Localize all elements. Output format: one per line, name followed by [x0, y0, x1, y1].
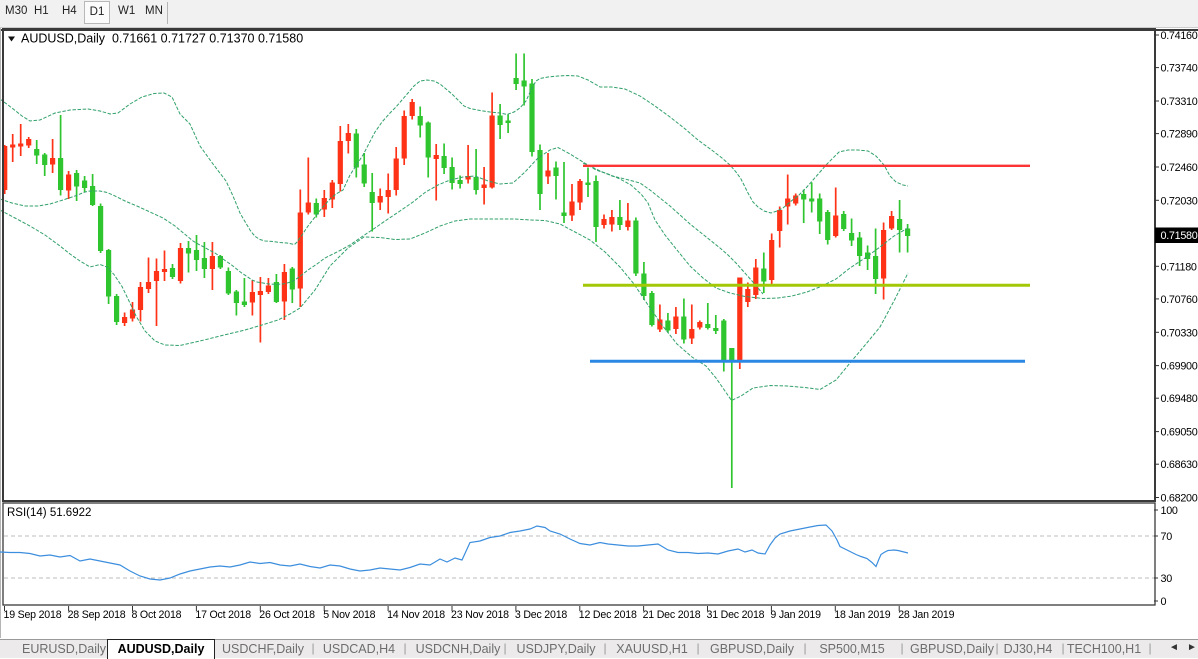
svg-text:0.71580: 0.71580	[1161, 230, 1198, 242]
svg-text:0: 0	[1161, 596, 1167, 608]
svg-text:12 Dec 2018: 12 Dec 2018	[579, 609, 637, 621]
svg-text:70: 70	[1161, 531, 1173, 543]
svg-text:5 Nov 2018: 5 Nov 2018	[323, 609, 375, 621]
svg-text:0.69050: 0.69050	[1161, 427, 1198, 439]
svg-text:28 Jan 2019: 28 Jan 2019	[898, 609, 954, 621]
svg-text:0.72890: 0.72890	[1161, 129, 1198, 141]
svg-text:AUDUSD,Daily 0.71661 0.71727: AUDUSD,Daily 0.71661 0.71727 0.71370 0.7…	[21, 32, 303, 46]
svg-text:0.70760: 0.70760	[1161, 294, 1198, 306]
svg-text:0.68200: 0.68200	[1161, 493, 1198, 505]
svg-text:0.69480: 0.69480	[1161, 393, 1198, 405]
svg-text:RSI(14) 51.6922: RSI(14) 51.6922	[7, 507, 91, 519]
svg-text:0.73740: 0.73740	[1161, 63, 1198, 75]
svg-text:31 Dec 2018: 31 Dec 2018	[707, 609, 765, 621]
svg-text:0.74160: 0.74160	[1161, 30, 1198, 42]
svg-text:3 Dec 2018: 3 Dec 2018	[515, 609, 567, 621]
svg-text:18 Jan 2019: 18 Jan 2019	[834, 609, 890, 621]
svg-text:0.71180: 0.71180	[1161, 261, 1197, 273]
svg-text:30: 30	[1161, 573, 1173, 585]
svg-text:0.72030: 0.72030	[1161, 195, 1198, 207]
svg-text:23 Nov 2018: 23 Nov 2018	[451, 609, 509, 621]
svg-text:19 Sep 2018: 19 Sep 2018	[4, 609, 62, 621]
svg-text:0.69900: 0.69900	[1161, 361, 1198, 373]
svg-text:9 Jan 2019: 9 Jan 2019	[770, 609, 821, 621]
svg-text:8 Oct 2018: 8 Oct 2018	[132, 609, 182, 621]
svg-text:14 Nov 2018: 14 Nov 2018	[387, 609, 445, 621]
svg-text:17 Oct 2018: 17 Oct 2018	[195, 609, 251, 621]
svg-text:28 Sep 2018: 28 Sep 2018	[68, 609, 126, 621]
svg-text:0.68630: 0.68630	[1161, 459, 1198, 471]
svg-text:100: 100	[1161, 505, 1178, 517]
svg-text:21 Dec 2018: 21 Dec 2018	[643, 609, 701, 621]
svg-text:0.73310: 0.73310	[1161, 96, 1198, 108]
svg-text:0.70330: 0.70330	[1161, 327, 1198, 339]
svg-text:0.72460: 0.72460	[1161, 162, 1198, 174]
svg-text:26 Oct 2018: 26 Oct 2018	[259, 609, 315, 621]
